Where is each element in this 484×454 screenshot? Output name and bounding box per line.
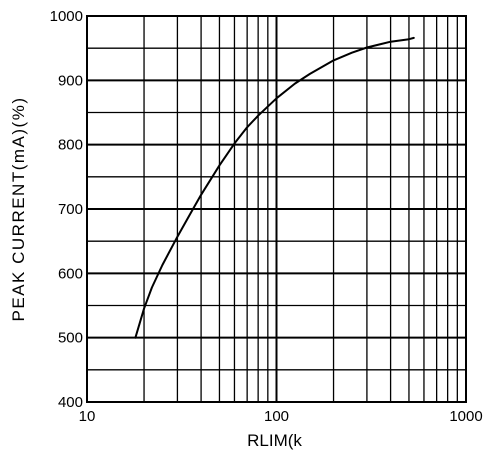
x-tick-label: 1000 [449, 408, 482, 425]
y-tick-label: 500 [58, 330, 83, 347]
peak-current-curve [134, 36, 415, 339]
x-tick-labels: 10 100 1000 [79, 408, 483, 425]
y-tick-label: 800 [58, 137, 83, 154]
chart-grid [87, 16, 466, 402]
y-tick-label: 400 [58, 394, 83, 411]
x-tick-label: 10 [79, 408, 96, 425]
x-axis-label: RLIM(k [247, 431, 302, 450]
y-tick-label: 900 [58, 72, 83, 89]
y-tick-label: 600 [58, 265, 83, 282]
series-layer [134, 36, 415, 339]
y-tick-labels: 400 500 600 700 800 900 1000 [50, 8, 83, 411]
y-tick-label: 700 [58, 201, 83, 218]
y-tick-label: 1000 [50, 8, 83, 25]
x-tick-label: 100 [264, 408, 289, 425]
plot-frame [86, 15, 467, 403]
y-axis-label: PEAK CURRENT(mA)(%) [9, 97, 28, 322]
